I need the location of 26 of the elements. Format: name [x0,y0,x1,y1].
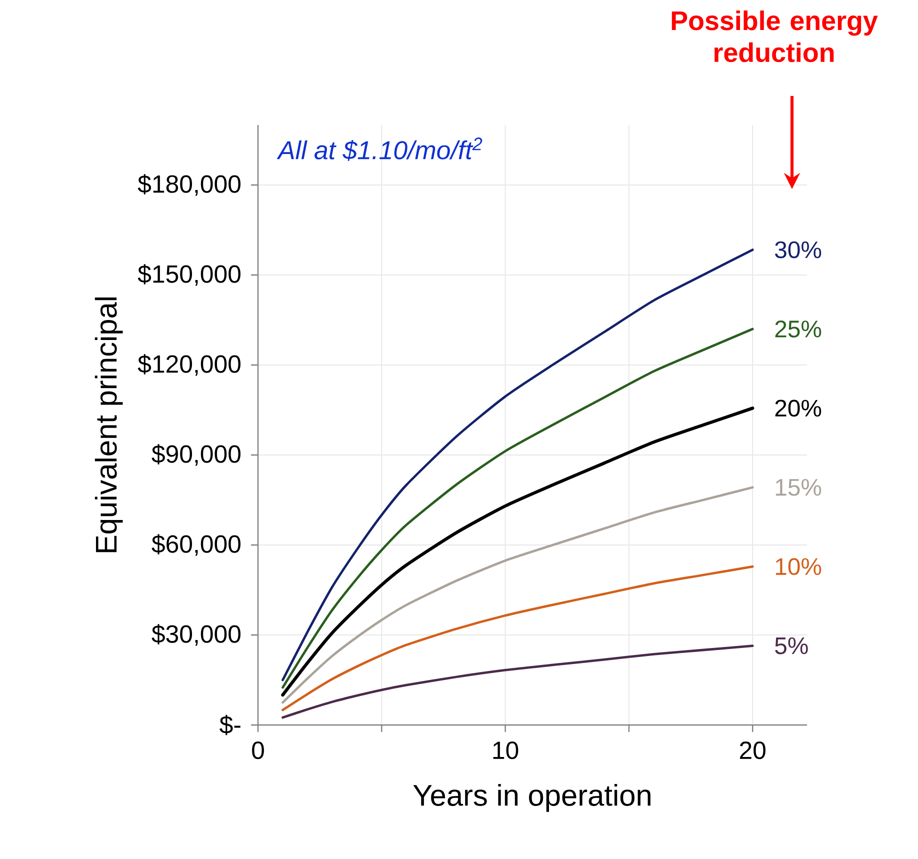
series-label: 5% [775,637,808,654]
y-tick-label: $180,000 [138,174,240,196]
line-series [282,644,754,719]
y-tick-label: $120,000 [138,354,240,376]
series-label: 30% [775,241,822,258]
series-label: 20% [775,400,822,417]
y-tick-label: $- [220,714,240,736]
x-tick-label: 20 [740,742,766,760]
x-tick-label: 10 [493,742,518,760]
x-tick-label: 0 [252,742,264,760]
line-series [282,565,754,712]
text: Possible energy reduction [672,10,878,62]
y-tick-label: $60,000 [152,534,240,556]
series-label: 15% [776,478,822,496]
y-tick-label: $90,000 [152,444,240,466]
y-tick-label: $30,000 [152,624,240,646]
line-series [282,328,754,689]
series-label: 10% [776,558,822,576]
series-label: 25% [775,320,822,338]
line-series [282,486,754,704]
line-series [282,248,754,682]
y-tick-label: $150,000 [138,264,240,286]
annotation: All at $1.10/mo/ft$^{2}$ [276,138,482,161]
line-series [281,406,754,697]
x-axis-title: Years in operation [413,784,650,812]
y-axis-title: Equivalent principal [94,297,123,552]
